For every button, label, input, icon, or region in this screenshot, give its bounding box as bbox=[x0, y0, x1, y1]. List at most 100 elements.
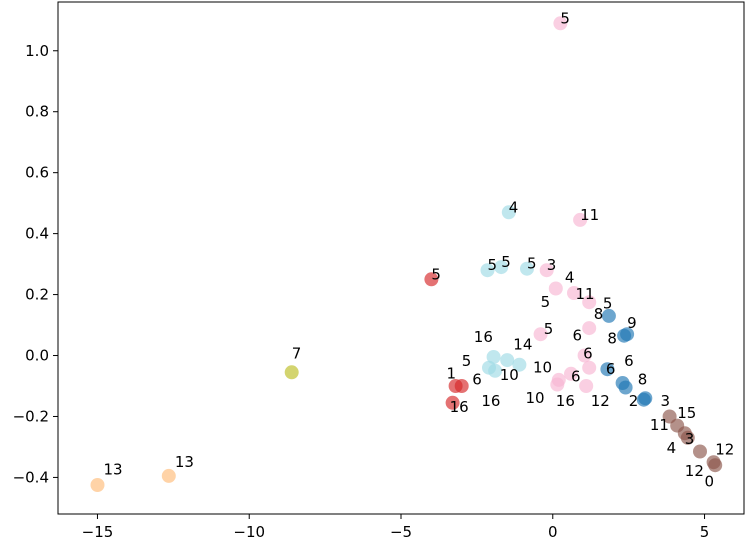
point-label: 16 bbox=[556, 392, 575, 410]
data-point bbox=[161, 468, 176, 483]
data-point bbox=[284, 365, 299, 380]
y-tick-label: −0.4 bbox=[13, 468, 49, 486]
point-label: 13 bbox=[175, 453, 194, 471]
data-point bbox=[488, 363, 503, 378]
data-point bbox=[445, 395, 460, 410]
point-label: 11 bbox=[580, 206, 599, 224]
x-tick-label: −15 bbox=[82, 523, 114, 541]
data-point bbox=[520, 261, 534, 276]
point-label: 7 bbox=[292, 345, 302, 363]
point-label: 10 bbox=[526, 389, 545, 407]
point-label: 11 bbox=[576, 285, 595, 303]
point-label: 14 bbox=[513, 335, 532, 353]
data-point bbox=[567, 286, 581, 300]
y-tick-label: 0.6 bbox=[25, 164, 49, 182]
point-label: 12 bbox=[715, 441, 734, 459]
data-point bbox=[582, 360, 597, 375]
data-point bbox=[636, 392, 651, 407]
point-label: 8 bbox=[638, 371, 648, 389]
data-point bbox=[550, 377, 565, 392]
point-label: 3 bbox=[661, 392, 671, 410]
point-label: 4 bbox=[667, 439, 677, 457]
data-point bbox=[500, 353, 515, 368]
data-point bbox=[448, 379, 463, 393]
point-label: 16 bbox=[474, 328, 493, 346]
data-point bbox=[579, 379, 594, 393]
point-label: 6 bbox=[606, 360, 616, 378]
point-label: 5 bbox=[431, 265, 441, 283]
x-tick-label: −10 bbox=[233, 523, 265, 541]
data-point bbox=[486, 350, 501, 364]
data-point bbox=[424, 272, 439, 287]
point-label: 6 bbox=[583, 345, 593, 363]
data-markers bbox=[90, 16, 723, 492]
x-axis: −15 −10 −5 0 5 bbox=[82, 514, 710, 541]
data-point bbox=[494, 260, 509, 275]
x-tick-label: 5 bbox=[700, 523, 710, 541]
data-point bbox=[582, 295, 597, 310]
point-label: 6 bbox=[571, 367, 581, 385]
point-label: 16 bbox=[481, 392, 500, 410]
point-label: 12 bbox=[685, 462, 704, 480]
data-point bbox=[708, 458, 723, 473]
point-label: 11 bbox=[650, 416, 669, 434]
point-label: 3 bbox=[685, 430, 695, 448]
point-label: 5 bbox=[603, 294, 613, 312]
data-point bbox=[693, 444, 707, 459]
point-label: 5 bbox=[462, 352, 472, 370]
point-label: 5 bbox=[560, 9, 570, 27]
point-label: 5 bbox=[527, 255, 537, 273]
x-tick-label: −5 bbox=[390, 523, 412, 541]
data-point bbox=[548, 281, 563, 296]
y-tick-label: 1.0 bbox=[25, 42, 49, 60]
x-tick-label: 0 bbox=[548, 523, 558, 541]
point-label: 0 bbox=[705, 473, 715, 491]
data-point bbox=[600, 362, 615, 377]
data-point bbox=[512, 357, 527, 372]
y-tick-label: 0.2 bbox=[25, 286, 49, 304]
point-label: 5 bbox=[544, 320, 554, 338]
point-label: 12 bbox=[591, 392, 610, 410]
point-label: 10 bbox=[533, 358, 552, 376]
point-label: 6 bbox=[573, 326, 583, 344]
point-label: 6 bbox=[472, 371, 482, 389]
point-label: 5 bbox=[541, 293, 551, 311]
point-label: 16 bbox=[450, 398, 469, 416]
point-label: 4 bbox=[509, 198, 519, 216]
point-label: 4 bbox=[565, 268, 575, 286]
data-point bbox=[573, 212, 588, 227]
data-point bbox=[90, 478, 105, 492]
y-tick-label: 0.0 bbox=[25, 347, 49, 365]
point-label: 2 bbox=[629, 392, 639, 410]
data-point bbox=[618, 380, 633, 395]
y-tick-label: 0.8 bbox=[25, 103, 49, 121]
point-label: 3 bbox=[547, 256, 557, 274]
point-label: 5 bbox=[501, 253, 511, 271]
data-point bbox=[601, 308, 616, 323]
data-point bbox=[539, 263, 554, 278]
data-point bbox=[577, 348, 592, 363]
point-label: 6 bbox=[624, 352, 634, 370]
y-tick-label: −0.2 bbox=[13, 407, 49, 425]
point-label: 13 bbox=[104, 460, 123, 478]
point-label: 8 bbox=[607, 329, 617, 347]
point-label: 15 bbox=[677, 404, 696, 422]
y-tick-label: 0.4 bbox=[25, 225, 49, 243]
point-label: 1 bbox=[447, 364, 457, 382]
data-point bbox=[680, 430, 695, 445]
point-label: 8 bbox=[594, 305, 604, 323]
data-point bbox=[564, 366, 578, 381]
data-point bbox=[582, 321, 597, 336]
data-point bbox=[553, 16, 568, 31]
data-point bbox=[533, 327, 548, 342]
point-label: 10 bbox=[500, 366, 519, 384]
plot-background bbox=[58, 2, 744, 514]
y-axis: −0.4 −0.2 0.0 0.2 0.4 0.6 0.8 1.0 bbox=[13, 42, 58, 486]
data-point bbox=[501, 205, 516, 220]
point-label: 9 bbox=[627, 314, 637, 332]
data-point bbox=[617, 328, 632, 343]
data-point bbox=[480, 263, 495, 278]
